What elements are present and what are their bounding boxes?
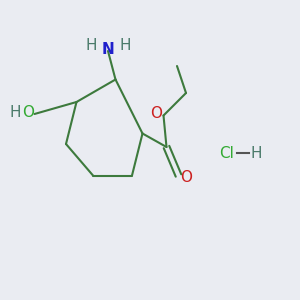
Text: H: H bbox=[86, 38, 97, 53]
Text: O: O bbox=[180, 169, 192, 184]
Text: O: O bbox=[22, 105, 34, 120]
Text: H: H bbox=[251, 146, 262, 160]
Text: O: O bbox=[150, 106, 162, 121]
Text: H: H bbox=[9, 105, 21, 120]
Text: Cl: Cl bbox=[219, 146, 234, 160]
Text: H: H bbox=[120, 38, 131, 53]
Text: N: N bbox=[102, 42, 114, 57]
